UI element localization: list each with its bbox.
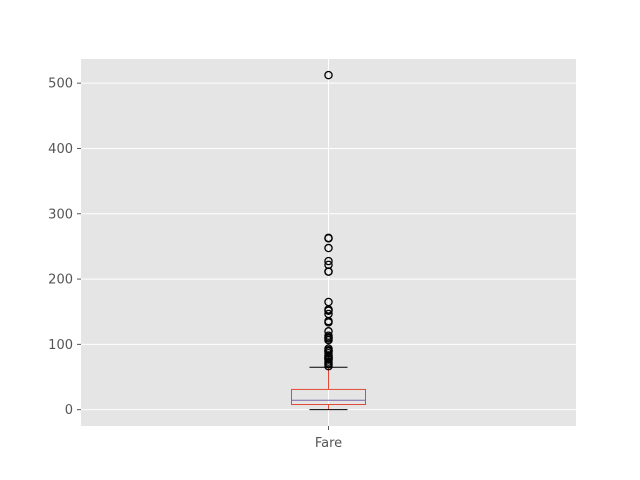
outlier-point [324,256,333,266]
y-tick-label: 500 [48,77,73,92]
outlier-point [324,344,333,353]
y-tick-label: 200 [48,273,73,288]
outlier-point [324,331,333,340]
iqr-box [291,388,366,406]
outlier-points [324,70,333,371]
outlier-point [324,233,333,243]
y-tick-label: 400 [48,142,73,157]
outlier-point [324,327,333,336]
y-tick-label: 300 [48,207,73,222]
outlier-point [324,297,333,307]
x-tick-label: Fare [315,436,342,451]
y-tick-label: 0 [65,403,73,418]
x-axis-ticks: Fare [315,426,342,451]
y-tick-label: 100 [48,338,73,353]
outlier-point [324,243,333,253]
y-axis-ticks: 0 100 200 300 400 500 [48,77,81,418]
outlier-point [324,309,333,319]
outlier-point [324,260,333,270]
outlier-point [324,70,333,80]
